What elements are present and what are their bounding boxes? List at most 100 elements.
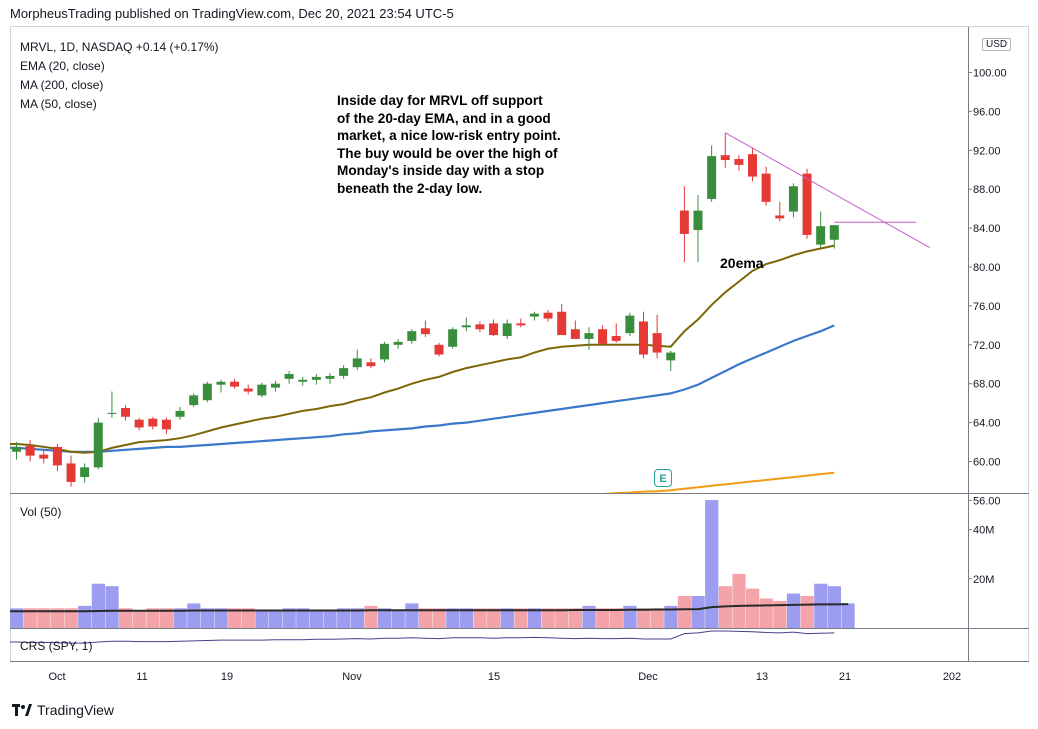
volume-bar[interactable] — [282, 608, 296, 628]
volume-bar[interactable] — [582, 605, 596, 628]
candle[interactable] — [12, 442, 21, 460]
trendline[interactable] — [725, 132, 930, 248]
candle[interactable] — [161, 417, 171, 435]
volume-bar[interactable] — [159, 608, 174, 628]
volume-bar[interactable] — [296, 608, 310, 628]
volume-bar[interactable] — [10, 608, 24, 628]
volume-bar[interactable] — [827, 586, 842, 628]
candle[interactable] — [775, 201, 785, 222]
volume-bar[interactable] — [405, 603, 419, 628]
currency-badge[interactable]: USD — [982, 38, 1012, 51]
volume-bar[interactable] — [800, 596, 814, 628]
volume-bar[interactable] — [105, 586, 119, 628]
volume-bar[interactable] — [705, 500, 719, 628]
candle[interactable] — [352, 349, 362, 371]
candle[interactable] — [788, 183, 798, 218]
volume-bar[interactable] — [786, 593, 801, 628]
candle[interactable] — [829, 225, 839, 249]
candle[interactable] — [584, 327, 594, 350]
volume-bar[interactable] — [78, 605, 92, 628]
earnings-badge-icon[interactable]: E — [654, 469, 672, 487]
volume-bar[interactable] — [432, 608, 446, 628]
candle[interactable] — [380, 341, 390, 363]
volume-bar[interactable] — [119, 608, 133, 628]
candle[interactable] — [666, 350, 676, 372]
candle[interactable] — [420, 320, 430, 338]
candle[interactable] — [134, 417, 144, 431]
crs-line[interactable] — [10, 630, 835, 644]
candle[interactable] — [121, 405, 131, 421]
volume-bar[interactable] — [514, 608, 528, 628]
volume-bar[interactable] — [132, 610, 146, 628]
volume-bar[interactable] — [473, 608, 487, 628]
candle[interactable] — [734, 155, 744, 171]
volume-bar[interactable] — [773, 600, 787, 628]
volume-bar[interactable] — [446, 608, 460, 628]
candle[interactable] — [448, 327, 458, 349]
volume-bar[interactable] — [609, 608, 623, 628]
candle[interactable] — [543, 309, 553, 322]
candle[interactable] — [461, 317, 471, 332]
candle[interactable] — [638, 311, 648, 359]
candle[interactable] — [516, 318, 526, 328]
candle[interactable] — [570, 320, 580, 339]
candle[interactable] — [475, 321, 485, 333]
volume-bar[interactable] — [378, 608, 392, 628]
candle[interactable] — [243, 384, 253, 395]
volume-bar[interactable] — [91, 583, 106, 628]
volume-bar[interactable] — [636, 608, 651, 628]
volume-bar[interactable] — [337, 608, 351, 628]
candle[interactable] — [611, 323, 621, 343]
candle[interactable] — [175, 407, 185, 420]
volume-bar[interactable] — [255, 610, 269, 628]
candle[interactable] — [434, 342, 444, 357]
candle[interactable] — [298, 376, 308, 386]
volume-bar[interactable] — [418, 608, 433, 628]
volume-bar[interactable] — [268, 610, 283, 628]
candle[interactable] — [216, 379, 226, 393]
volume-bar[interactable] — [555, 608, 569, 628]
candle[interactable] — [557, 303, 567, 336]
volume-bar[interactable] — [677, 596, 692, 628]
volume-bar[interactable] — [500, 608, 514, 628]
volume-bar[interactable] — [350, 608, 364, 628]
candle[interactable] — [407, 329, 417, 344]
candle[interactable] — [25, 440, 35, 462]
volume-bar[interactable] — [241, 608, 255, 628]
candle[interactable] — [707, 145, 717, 202]
candle[interactable] — [257, 382, 267, 398]
volume-bar[interactable] — [841, 603, 855, 628]
candle[interactable] — [66, 455, 76, 487]
candle[interactable] — [325, 373, 335, 384]
volume-bar[interactable] — [759, 598, 773, 628]
candle[interactable] — [189, 393, 199, 408]
volume-bar[interactable] — [650, 608, 664, 628]
volume-bar[interactable] — [173, 608, 187, 628]
candle[interactable] — [489, 319, 499, 337]
candle[interactable] — [652, 314, 662, 359]
candle[interactable] — [230, 378, 240, 389]
legend-ma50[interactable]: MA (50, close) — [20, 97, 97, 111]
volume-bar[interactable] — [746, 588, 760, 628]
candle[interactable] — [720, 132, 730, 168]
volume-bar[interactable] — [146, 608, 160, 628]
candle[interactable] — [393, 338, 403, 349]
volume-bar[interactable] — [23, 608, 37, 628]
candle[interactable] — [529, 311, 539, 321]
volume-bar[interactable] — [732, 573, 746, 628]
candle[interactable] — [693, 195, 703, 263]
volume-bar[interactable] — [459, 608, 474, 628]
candle[interactable] — [202, 381, 212, 403]
volume-bar[interactable] — [200, 608, 215, 628]
candle[interactable] — [339, 365, 349, 379]
volume-bar[interactable] — [309, 610, 324, 628]
candle[interactable] — [284, 371, 294, 384]
candle[interactable] — [816, 211, 826, 248]
legend-symbol[interactable]: MRVL, 1D, NASDAQ +0.14 (+0.17%) — [20, 40, 219, 54]
legend-ema20[interactable]: EMA (20, close) — [20, 59, 105, 73]
volume-bar[interactable] — [64, 608, 78, 628]
volume-bar[interactable] — [541, 608, 555, 628]
volume-bar[interactable] — [364, 605, 378, 628]
volume-bar[interactable] — [527, 608, 542, 628]
